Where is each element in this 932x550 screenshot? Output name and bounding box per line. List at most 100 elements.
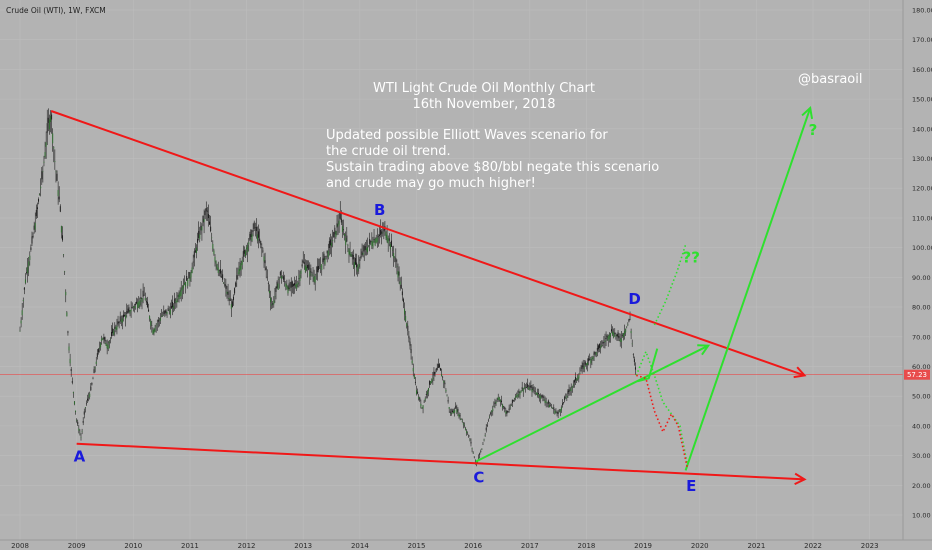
candle-body <box>374 238 376 245</box>
candle-body <box>279 271 281 276</box>
y-tick-label: 150.00 <box>912 96 932 104</box>
candle-body <box>167 308 169 311</box>
candle-body <box>576 378 578 381</box>
candle-body <box>418 397 420 399</box>
candle-body <box>628 319 630 322</box>
price-axis[interactable] <box>903 0 932 540</box>
candle-body <box>605 337 607 340</box>
candle-body <box>328 241 330 249</box>
trendline-2[interactable] <box>475 344 709 463</box>
candle-body <box>528 387 530 390</box>
candle-body <box>168 309 170 311</box>
candle-body <box>443 380 445 383</box>
candle-body <box>400 284 402 289</box>
candle-body <box>591 357 593 359</box>
candle-body <box>23 287 25 290</box>
candle-body <box>362 252 364 255</box>
candle-body <box>70 369 72 372</box>
trendline-3[interactable] <box>684 107 812 471</box>
candle-body <box>207 214 209 219</box>
candle-body <box>43 161 45 163</box>
candle-body <box>69 358 71 364</box>
candle-body <box>557 412 559 414</box>
candle-body <box>427 388 429 392</box>
candle-body <box>630 331 632 334</box>
x-tick-label: 2018 <box>578 542 596 550</box>
candle-body <box>544 400 546 403</box>
candle-body <box>456 409 458 413</box>
candle-body <box>192 261 194 263</box>
candle-body <box>311 273 313 275</box>
candle-body <box>373 239 375 240</box>
candle-body <box>599 343 601 348</box>
candle-body <box>95 361 97 365</box>
candle-body <box>102 337 104 340</box>
candle-body <box>45 142 47 147</box>
symbol-label[interactable]: Crude Oil (WTI), 1W, FXCM <box>6 6 106 15</box>
candle-body <box>134 303 136 305</box>
candle-body <box>198 230 200 238</box>
candle-body <box>28 261 30 267</box>
candle-body <box>275 286 277 292</box>
candle-body <box>241 259 243 266</box>
candle-body <box>317 266 319 271</box>
x-tick-label: 2017 <box>521 542 539 550</box>
candle-body <box>105 342 107 346</box>
candle-body <box>21 310 23 316</box>
candle-body <box>219 269 221 274</box>
candle-body <box>346 235 348 242</box>
scenario-path-0[interactable] <box>635 349 689 465</box>
candle-body <box>596 347 598 351</box>
trendline-1[interactable] <box>76 442 805 481</box>
candle-body <box>480 451 482 452</box>
candle-body <box>595 352 597 356</box>
candle-body <box>515 396 517 398</box>
candle-body <box>27 267 29 274</box>
candle-body <box>286 285 288 289</box>
x-tick-label: 2019 <box>634 542 652 550</box>
candle-body <box>519 391 521 395</box>
scenario-path-2[interactable] <box>653 244 687 326</box>
candle-body <box>233 296 235 301</box>
chart-subtitle: 16th November, 2018 <box>413 97 556 112</box>
candle-body <box>329 239 331 246</box>
candle-body <box>122 314 124 318</box>
candle-body <box>370 240 372 243</box>
candle-body <box>393 252 395 258</box>
candle-body <box>282 277 284 279</box>
candle-body <box>26 271 28 273</box>
candle-body <box>251 234 253 241</box>
candle-body <box>145 300 147 303</box>
candle-body <box>375 238 377 243</box>
candle-body <box>322 258 324 263</box>
candle-body <box>202 215 204 223</box>
candle-body <box>131 306 133 309</box>
candle-body <box>50 116 52 123</box>
candle-body <box>543 399 545 400</box>
candle-body <box>496 398 498 400</box>
candle-body <box>30 247 32 250</box>
candle-body <box>534 391 536 392</box>
candle-body <box>36 207 38 210</box>
candle-body <box>343 229 345 231</box>
trendline-4[interactable] <box>637 348 659 383</box>
candle-body <box>578 374 580 379</box>
candle-body <box>432 377 434 380</box>
time-axis-ticks[interactable]: 2008 2009 2010 2011 2012 2013 2014 2015 2016 2017… <box>11 542 879 550</box>
candle-body <box>56 173 58 181</box>
arrow-head <box>794 472 807 486</box>
candle-body <box>80 437 82 438</box>
candle-body <box>422 405 424 409</box>
candle-body <box>205 207 207 212</box>
candle-body <box>41 171 43 180</box>
annotation-line-4: and crude may go much higher! <box>326 176 536 191</box>
candle-body <box>160 317 162 321</box>
candle-body <box>249 234 251 240</box>
candle-body <box>467 433 469 435</box>
candle-body <box>212 243 214 250</box>
trendline-0[interactable] <box>50 110 805 377</box>
candle-body <box>162 315 164 316</box>
x-tick-label: 2009 <box>68 542 86 550</box>
candle-body <box>502 404 504 408</box>
candle-body <box>561 403 563 405</box>
